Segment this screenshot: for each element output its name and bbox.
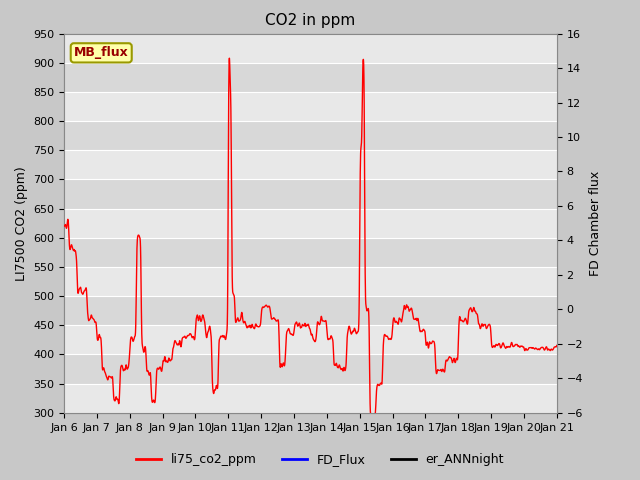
Bar (64, 267, 557, 296)
Bar (64, 180, 557, 209)
Bar (64, 92, 557, 121)
Bar (64, 121, 557, 150)
Bar (64, 34, 557, 63)
Bar (64, 209, 557, 238)
Legend: li75_co2_ppm, FD_Flux, er_ANNnight: li75_co2_ppm, FD_Flux, er_ANNnight (131, 448, 509, 471)
Bar (64, 325, 557, 354)
Y-axis label: FD Chamber flux: FD Chamber flux (589, 170, 602, 276)
Title: CO2 in ppm: CO2 in ppm (265, 13, 356, 28)
Bar (64, 63, 557, 92)
Bar (64, 150, 557, 180)
Text: MB_flux: MB_flux (74, 47, 129, 60)
Bar (64, 354, 557, 384)
Bar (64, 296, 557, 325)
Bar (64, 384, 557, 413)
Y-axis label: LI7500 CO2 (ppm): LI7500 CO2 (ppm) (15, 166, 28, 281)
Bar (64, 238, 557, 267)
